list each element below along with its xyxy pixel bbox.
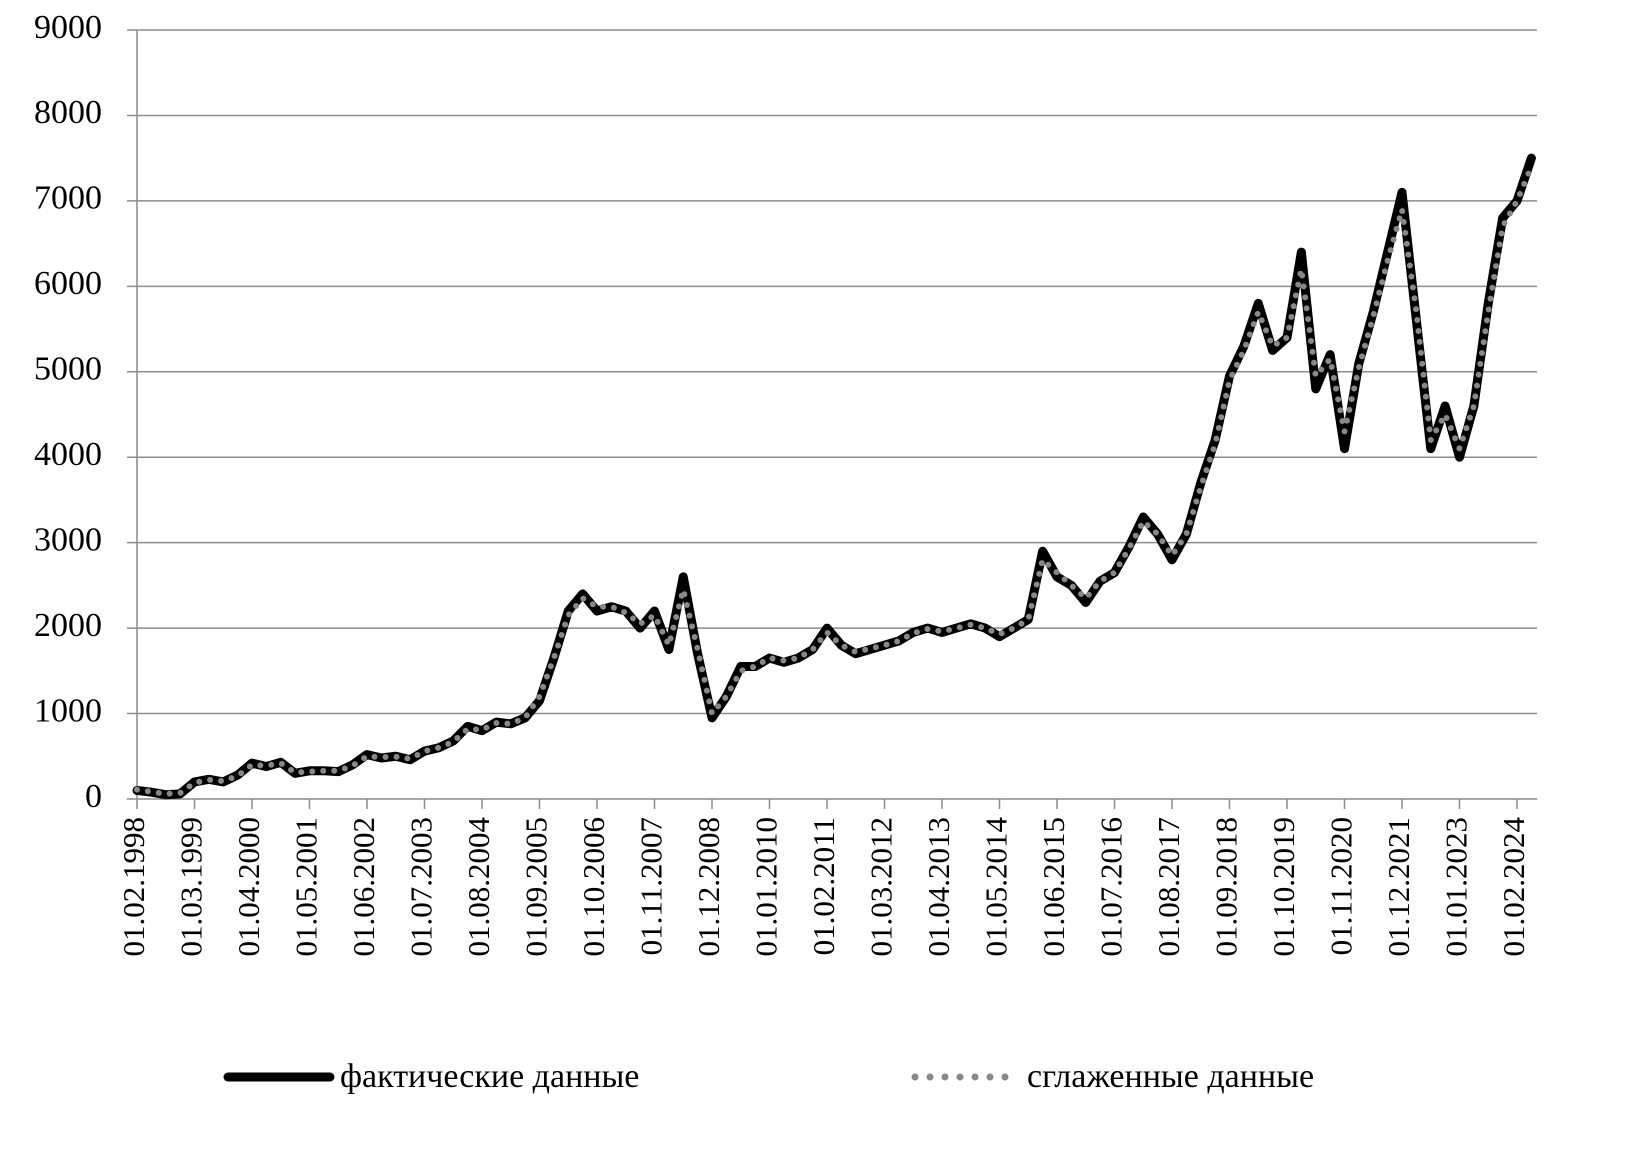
- x-tick-label: 01.02.1998: [116, 817, 151, 957]
- x-tick-label: 01.10.2019: [1266, 817, 1301, 957]
- legend-label: сглаженные данные: [1027, 1058, 1314, 1095]
- x-tick-label: 01.12.2008: [691, 817, 726, 957]
- x-tick-label: 01.08.2004: [461, 817, 496, 957]
- x-tick-label: 01.03.2012: [864, 817, 899, 957]
- x-tick-label: 01.06.2015: [1036, 817, 1071, 957]
- x-tick-label: 01.05.2014: [979, 817, 1014, 957]
- y-tick-label: 6000: [34, 265, 102, 302]
- y-tick-label: 4000: [34, 436, 102, 473]
- y-tick-label: 0: [85, 778, 102, 815]
- series-line: [134, 163, 1535, 797]
- x-tick-label: 01.09.2005: [519, 817, 554, 957]
- x-tick-label: 01.08.2017: [1151, 817, 1186, 957]
- x-tick-label: 01.02.2011: [806, 817, 841, 955]
- x-tick-label: 01.03.1999: [174, 817, 209, 957]
- x-tick-label: 01.05.2001: [289, 817, 324, 957]
- y-tick-label: 1000: [34, 692, 102, 729]
- x-tick-label: 01.07.2003: [404, 817, 439, 957]
- y-tick-label: 3000: [34, 521, 102, 558]
- legend-label: фактические данные: [340, 1058, 639, 1095]
- x-tick-label: 01.09.2018: [1209, 817, 1244, 957]
- x-tick-label: 01.04.2013: [921, 817, 956, 957]
- x-tick-label: 01.10.2006: [576, 817, 611, 957]
- x-tick-label: 01.01.2010: [749, 817, 784, 957]
- y-tick-label: 8000: [34, 94, 102, 131]
- x-tick-label: 01.04.2000: [231, 817, 266, 957]
- x-tick-label: 01.12.2021: [1381, 817, 1416, 957]
- y-tick-label: 7000: [34, 180, 102, 217]
- x-tick-label: 01.01.2023: [1439, 817, 1474, 957]
- x-tick-label: 01.11.2007: [634, 817, 669, 955]
- series-line: [132, 153, 1536, 800]
- y-tick-label: 2000: [34, 607, 102, 644]
- x-tick-label: 01.02.2024: [1496, 817, 1531, 957]
- x-tick-label: 01.07.2016: [1094, 817, 1129, 957]
- y-tick-label: 9000: [34, 9, 102, 46]
- x-tick-label: 01.11.2020: [1324, 817, 1359, 955]
- x-tick-label: 01.06.2002: [346, 817, 381, 957]
- y-tick-label: 5000: [34, 351, 102, 388]
